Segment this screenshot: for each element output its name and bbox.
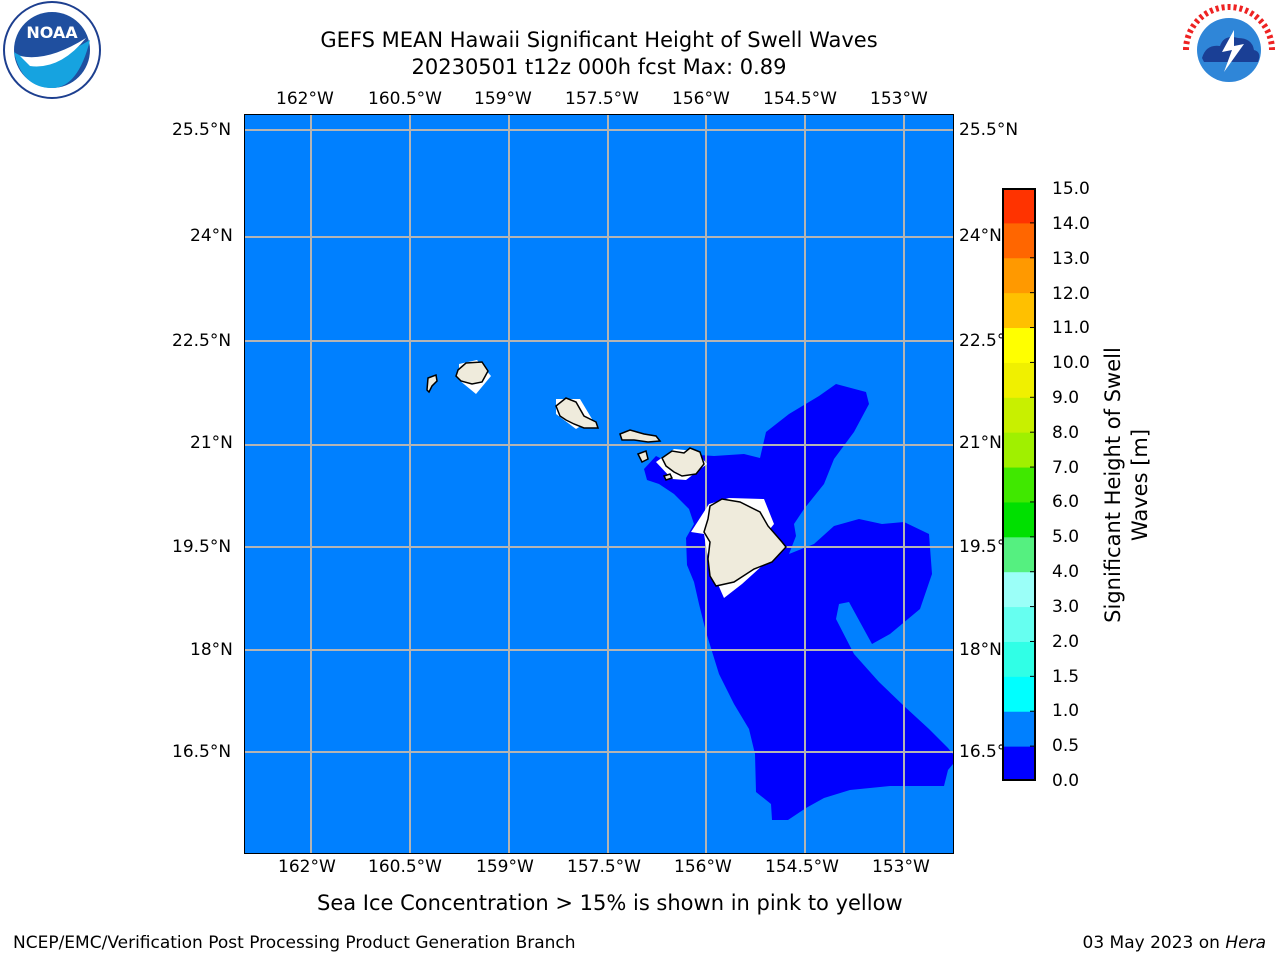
- colorbar-band: [1002, 571, 1036, 608]
- lon-tick-label-bottom: 156°W: [674, 857, 732, 877]
- map-panel: [243, 113, 955, 855]
- colorbar-tick-label: 5.0: [1052, 527, 1080, 547]
- colorbar-band: [1002, 641, 1036, 677]
- lon-tick-label-bottom: 162°W: [278, 857, 336, 877]
- lat-tick-label-left: 19.5°N: [172, 537, 232, 557]
- footer-host: Hera: [1225, 933, 1266, 953]
- graticule: [244, 114, 954, 854]
- colorbar-band: [1002, 676, 1036, 712]
- colorbar-tick-label: 9.0: [1052, 388, 1080, 408]
- lat-tick-label-left: 16.5°N: [172, 742, 232, 762]
- colorbar-tick-label: 13.0: [1052, 249, 1090, 269]
- noaa-logo-text: NOAA: [26, 23, 78, 42]
- colorbar-tick-label: 14.0: [1052, 214, 1090, 234]
- colorbar-tick-label: 1.5: [1052, 667, 1080, 687]
- chart-title-line1: GEFS MEAN Hawaii Significant Height of S…: [320, 28, 878, 52]
- colorbar: [1002, 187, 1036, 782]
- footer-date: 03 May 2023 on: [1082, 933, 1226, 953]
- colorbar-band: [1002, 397, 1036, 433]
- swell-low-region: [644, 384, 953, 820]
- lat-tick-label-left: 22.5°N: [172, 331, 232, 351]
- colorbar-tick-label: 2.0: [1052, 632, 1080, 652]
- colorbar-band: [1002, 606, 1036, 642]
- island-molokai: [619, 429, 662, 443]
- colorbar-tick-label: 4.0: [1052, 562, 1080, 582]
- colorbar-tick-label: 0.5: [1052, 736, 1080, 756]
- lat-tick-label-left: 24°N: [190, 226, 233, 246]
- lat-tick-label-right: 24°N: [959, 226, 1002, 246]
- lat-tick-label-right: 25.5°N: [959, 120, 1019, 140]
- footer-right-date: 03 May 2023 on Hera: [1083, 933, 1267, 953]
- lat-tick-label-right: 18°N: [959, 640, 1002, 660]
- colorbar-tick-label: 12.0: [1052, 284, 1090, 304]
- lat-tick-label-left: 21°N: [190, 433, 233, 453]
- lat-tick-label-right: 21°N: [959, 433, 1002, 453]
- colorbar-tick-label: 10.0: [1052, 353, 1090, 373]
- lon-tick-label-top: 154.5°W: [763, 89, 837, 109]
- islands: [426, 361, 787, 587]
- colorbar-tick-label: 1.0: [1052, 701, 1080, 721]
- colorbar-tick-label: 11.0: [1052, 318, 1090, 338]
- colorbar-band: [1002, 257, 1036, 294]
- island-hawaii: [703, 498, 787, 587]
- lon-tick-label-bottom: 159°W: [476, 857, 534, 877]
- lon-tick-label-top: 160.5°W: [368, 89, 442, 109]
- island-kahoolawe: [662, 473, 674, 481]
- colorbar-band: [1002, 536, 1036, 573]
- colorbar-band: [1002, 501, 1036, 538]
- island-niihau: [426, 373, 438, 394]
- colorbar-band: [1002, 292, 1036, 329]
- lon-tick-label-top: 153°W: [870, 89, 928, 109]
- colorbar-label-line2: Waves [m]: [1128, 428, 1152, 542]
- island-maui: [661, 447, 705, 477]
- colorbar-tick-label: 8.0: [1052, 423, 1080, 443]
- colorbar-band: [1002, 188, 1036, 224]
- colorbar-svg: [1002, 187, 1036, 782]
- colorbar-tick-label: 0.0: [1052, 771, 1080, 791]
- colorbar-band: [1002, 362, 1036, 398]
- lon-tick-label-top: 162°W: [276, 89, 334, 109]
- sea-ice-note: Sea Ice Concentration > 15% is shown in …: [317, 891, 903, 915]
- lon-tick-label-bottom: 154.5°W: [765, 857, 839, 877]
- lon-tick-label-top: 157.5°W: [565, 89, 639, 109]
- lon-tick-label-top: 159°W: [474, 89, 532, 109]
- chart-title-line2: 20230501 t12z 000h fcst Max: 0.89: [411, 55, 787, 79]
- colorbar-tick-label: 7.0: [1052, 458, 1080, 478]
- lon-tick-label-bottom: 153°W: [872, 857, 930, 877]
- lon-tick-label-bottom: 157.5°W: [567, 857, 641, 877]
- noaa-logo: NOAA: [0, 0, 104, 100]
- colorbar-band: [1002, 746, 1036, 782]
- colorbar-tick-label: 6.0: [1052, 492, 1080, 512]
- island-oahu: [555, 397, 600, 429]
- colorbar-tick-labels: 15.0 14.0 13.0 12.0 11.0 10.0 9.0 8.0 7.…: [1046, 0, 1136, 960]
- colorbar-frame: [1002, 188, 1036, 781]
- lon-tick-label-top: 156°W: [672, 89, 730, 109]
- colorbar-band: [1002, 432, 1036, 468]
- lat-tick-label-left: 18°N: [190, 640, 233, 660]
- colorbar-tick-label: 3.0: [1052, 597, 1080, 617]
- nws-logo: [1178, 0, 1280, 100]
- colorbar-band: [1002, 222, 1036, 259]
- colorbar-band: [1002, 711, 1036, 747]
- map-svg: [243, 113, 955, 855]
- colorbar-tick-label: 15.0: [1052, 179, 1090, 199]
- colorbar-band: [1002, 467, 1036, 503]
- footer-left-credit: NCEP/EMC/Verification Post Processing Pr…: [13, 933, 576, 953]
- lat-tick-label-left: 25.5°N: [172, 120, 232, 140]
- colorbar-band: [1002, 327, 1036, 363]
- colorbar-label: Significant Height of Swell Waves [m]: [1100, 325, 1160, 645]
- lon-tick-label-bottom: 160.5°W: [368, 857, 442, 877]
- colorbar-label-line1: Significant Height of Swell: [1101, 347, 1125, 623]
- island-lanai: [636, 450, 649, 464]
- island-kauai: [455, 361, 489, 385]
